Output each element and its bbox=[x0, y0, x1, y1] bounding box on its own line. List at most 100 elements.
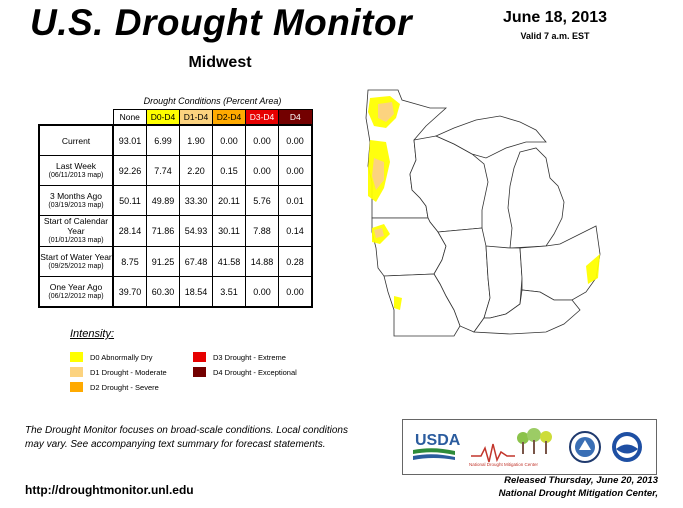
table-cell: 2.20 bbox=[179, 155, 213, 186]
page-title: U.S. Drought Monitor bbox=[30, 2, 412, 43]
table-cell: 50.11 bbox=[112, 185, 147, 216]
website-url[interactable]: http://droughtmonitor.unl.edu bbox=[25, 483, 194, 497]
table-cell: 0.00 bbox=[245, 124, 279, 156]
legend-swatch bbox=[70, 382, 83, 392]
d0-area-ne-missouri bbox=[394, 296, 402, 310]
table-cell: 18.54 bbox=[179, 276, 213, 308]
table-cell: 7.88 bbox=[245, 215, 279, 247]
release-date: Released Thursday, June 20, 2013 bbox=[504, 475, 658, 486]
d0-area-e-ohio bbox=[586, 254, 600, 284]
column-header: None bbox=[112, 109, 147, 126]
partner-logos: USDA National Drought Mitigation Center bbox=[402, 419, 657, 475]
legend-swatch bbox=[70, 367, 83, 377]
legend-swatch bbox=[70, 352, 83, 362]
row-sublabel: (01/01/2013 map) bbox=[48, 237, 104, 244]
state-michigan-lower bbox=[507, 147, 565, 249]
region-title: Midwest bbox=[188, 54, 252, 71]
legend-label: D3 Drought - Extreme bbox=[213, 352, 286, 362]
table-row: Current 93.01 6.99 1.90 0.00 0.00 0.00 bbox=[38, 124, 313, 156]
row-label: Start of Calendar Year (01/01/2013 map) bbox=[38, 215, 114, 247]
table-cell: 0.15 bbox=[212, 155, 246, 186]
table-cell: 71.86 bbox=[146, 215, 180, 247]
row-label-text: Start of Calendar Year bbox=[43, 216, 109, 236]
legend-item-d3: D3 Drought - Extreme bbox=[193, 352, 286, 362]
table-cell: 1.90 bbox=[179, 124, 213, 156]
table-header-row: None D0-D4 D1-D4 D2-D4 D3-D4 D4 bbox=[39, 109, 313, 126]
logos-graphic: USDA National Drought Mitigation Center bbox=[413, 428, 642, 467]
row-label-text: Start of Water Year bbox=[40, 251, 112, 262]
table-cell: 28.14 bbox=[112, 215, 147, 247]
legend-item-d1: D1 Drought - Moderate bbox=[70, 367, 167, 377]
legend-item-d0: D0 Abnormally Dry bbox=[70, 352, 153, 362]
release-info: Released Thursday, June 20, 2013 Nationa… bbox=[420, 474, 658, 500]
usda-swoosh-icon bbox=[413, 454, 455, 460]
ndmc-pulse-icon bbox=[471, 443, 515, 463]
table-cell: 14.88 bbox=[245, 246, 279, 277]
row-label-text: 3 Months Ago bbox=[50, 190, 102, 201]
table-cell: 0.28 bbox=[278, 246, 313, 277]
table-cell: 0.00 bbox=[278, 155, 313, 186]
d1-area-w-minnesota bbox=[372, 158, 384, 190]
table-cell: 41.58 bbox=[212, 246, 246, 277]
legend-item-d2: D2 Drought - Severe bbox=[70, 382, 159, 392]
d1-area-nw-minnesota bbox=[378, 102, 394, 122]
state-michigan-upper bbox=[435, 115, 547, 159]
table-row: 3 Months Ago (03/19/2013 map) 50.11 49.89 33… bbox=[38, 185, 313, 216]
ndmc-logo-text: National Drought Mitigation Center bbox=[469, 462, 539, 467]
legend-label: D4 Drought - Exceptional bbox=[213, 367, 297, 377]
table-cell: 0.01 bbox=[278, 185, 313, 216]
row-sublabel: (06/12/2012 map) bbox=[48, 292, 104, 300]
row-label-text: One Year Ago bbox=[49, 281, 103, 292]
legend-title: Intensity: bbox=[70, 328, 115, 340]
table-cell: 60.30 bbox=[146, 276, 180, 308]
drought-conditions-table: None D0-D4 D1-D4 D2-D4 D3-D4 D4 Current 9… bbox=[38, 109, 313, 308]
column-header: D1-D4 bbox=[179, 109, 213, 126]
table-row: Last Week (06/11/2013 map) 92.26 7.74 2.20 0.… bbox=[38, 155, 313, 186]
legend-swatch bbox=[193, 367, 206, 377]
d1-area-sw-minnesota bbox=[374, 228, 384, 238]
table-cell: 54.93 bbox=[179, 215, 213, 247]
table-cell: 0.00 bbox=[245, 276, 279, 308]
table-cell: 30.11 bbox=[212, 215, 246, 247]
table-cell: 6.99 bbox=[146, 124, 180, 156]
table-cell: 0.00 bbox=[212, 124, 246, 156]
table-row: Start of Water Year (09/25/2012 map) 8.75 9… bbox=[38, 246, 313, 277]
table-cell: 20.11 bbox=[212, 185, 246, 216]
legend-label: D0 Abnormally Dry bbox=[90, 352, 153, 362]
doc-seal-icon bbox=[569, 431, 601, 463]
table-cell: 3.51 bbox=[212, 276, 246, 308]
table-cell: 5.76 bbox=[245, 185, 279, 216]
table-caption: Drought Conditions (Percent Area) bbox=[143, 96, 282, 106]
row-label-text: Last Week bbox=[55, 160, 96, 171]
table-cell: 39.70 bbox=[112, 276, 147, 308]
noaa-logo-icon bbox=[612, 432, 642, 462]
valid-time: Valid 7 a.m. EST bbox=[520, 31, 590, 41]
table-cell: 0.00 bbox=[245, 155, 279, 186]
row-label-text: Current bbox=[61, 135, 91, 146]
release-org: National Drought Mitigation Center, bbox=[498, 488, 658, 499]
table-cell: 0.00 bbox=[278, 124, 313, 156]
table-cell: 0.00 bbox=[278, 276, 313, 308]
usda-logo: USDA bbox=[415, 432, 461, 449]
table-cell: 92.26 bbox=[112, 155, 147, 186]
state-kentucky bbox=[473, 289, 581, 335]
column-header: D2-D4 bbox=[212, 109, 246, 126]
table-cell: 93.01 bbox=[112, 124, 147, 156]
row-sublabel: (06/11/2013 map) bbox=[48, 171, 104, 179]
row-sublabel: (03/19/2013 map) bbox=[48, 201, 104, 209]
legend-swatch bbox=[193, 352, 206, 362]
legend-label: D2 Drought - Severe bbox=[90, 382, 159, 392]
table-cell: 7.74 bbox=[146, 155, 180, 186]
table-cell: 0.14 bbox=[278, 215, 313, 247]
state-missouri bbox=[383, 273, 461, 337]
legend-item-d4: D4 Drought - Exceptional bbox=[193, 367, 297, 377]
table-cell: 67.48 bbox=[179, 246, 213, 277]
drought-areas bbox=[368, 96, 600, 310]
row-label: Start of Water Year (09/25/2012 map) bbox=[38, 246, 114, 277]
ndmc-trees-icon bbox=[517, 428, 552, 454]
table-row: Start of Calendar Year (01/01/2013 map) 28… bbox=[38, 215, 313, 247]
column-header: D0-D4 bbox=[146, 109, 180, 126]
table-cell: 8.75 bbox=[112, 246, 147, 277]
map-date: June 18, 2013 bbox=[502, 9, 608, 26]
column-header: D3-D4 bbox=[245, 109, 279, 126]
